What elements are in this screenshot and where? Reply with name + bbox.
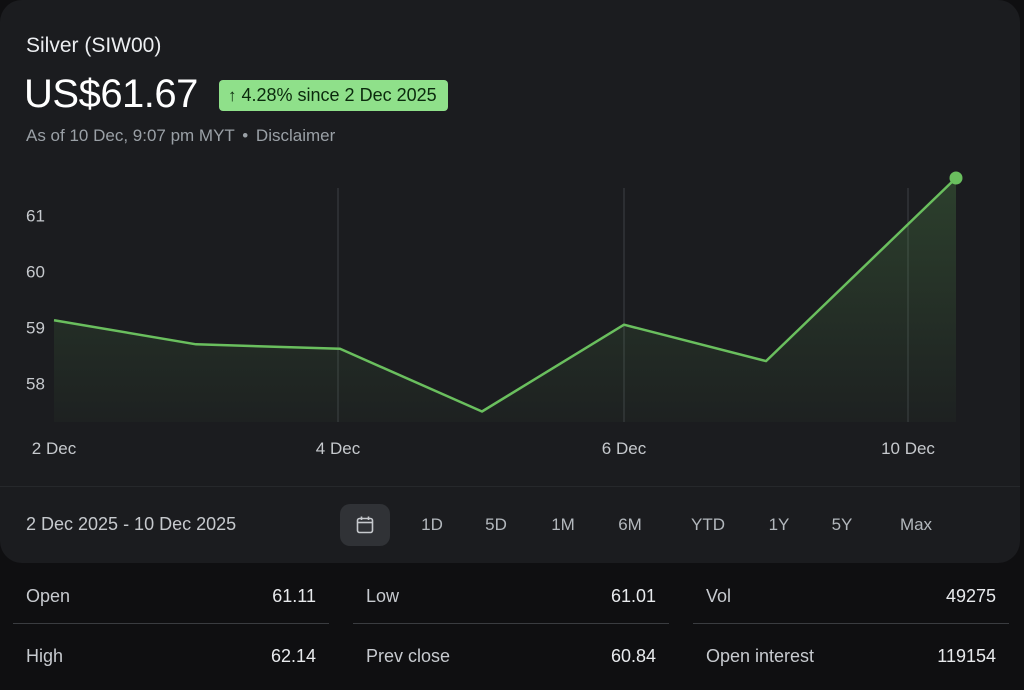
period-button-max[interactable]: Max — [899, 515, 933, 534]
change-text: 4.28% since 2 Dec 2025 — [241, 85, 437, 105]
period-button-5y[interactable]: 5Y — [831, 515, 853, 534]
separator-dot: • — [242, 126, 249, 145]
y-tick-label: 60 — [26, 263, 45, 282]
stat-value: 61.01 — [610, 585, 656, 606]
stat-open: Open 61.11 — [13, 568, 329, 624]
as-of-text: As of 10 Dec, 9:07 pm MYT — [26, 126, 235, 145]
stat-value: 49275 — [945, 585, 996, 606]
stat-label: Open — [26, 585, 71, 606]
date-range-label: 2 Dec 2025 - 10 Dec 2025 — [26, 514, 237, 534]
x-tick-label: 2 Dec — [32, 439, 77, 458]
stat-open-interest: Open interest 119154 — [693, 628, 1009, 684]
calendar-button[interactable] — [340, 504, 390, 546]
stat-divider — [13, 623, 329, 624]
stat-label: Vol — [706, 585, 732, 606]
quote-card: Silver (SIW00) US$61.67 ↑ 4.28% since 2 D… — [0, 0, 1020, 563]
x-tick-label: 6 Dec — [602, 439, 647, 458]
stat-label: Low — [366, 585, 400, 606]
as-of-line: As of 10 Dec, 9:07 pm MYT • Disclaimer — [26, 126, 335, 146]
y-tick-label: 61 — [26, 207, 45, 226]
stat-value: 61.11 — [272, 585, 316, 606]
arrow-up-icon: ↑ — [228, 86, 237, 105]
period-button-1m[interactable]: 1M — [551, 515, 575, 534]
instrument-title: Silver (SIW00) — [26, 34, 162, 57]
stat-value: 60.84 — [610, 645, 656, 666]
area-fill — [54, 177, 956, 422]
change-badge: ↑ 4.28% since 2 Dec 2025 — [219, 80, 448, 111]
period-button-5d[interactable]: 5D — [485, 515, 507, 534]
stat-value: 62.14 — [270, 645, 316, 666]
stat-divider — [353, 623, 669, 624]
end-point-marker — [949, 171, 963, 185]
disclaimer-link[interactable]: Disclaimer — [255, 126, 336, 145]
stats-grid: Open 61.11 High 62.14 Low 61.01 Prev clo… — [0, 568, 1024, 690]
stat-value: 119154 — [937, 645, 996, 666]
period-button-1y[interactable]: 1Y — [768, 515, 790, 534]
stat-label: Prev close — [366, 645, 451, 666]
stat-label: High — [26, 645, 64, 666]
current-price: US$61.67 — [24, 72, 198, 116]
calendar-icon — [356, 516, 374, 534]
price-chart[interactable]: 61 60 59 58 2 Dec 4 Dec 6 Dec 10 Dec — [0, 160, 1020, 470]
stat-divider — [693, 623, 1009, 624]
stat-vol: Vol 49275 — [693, 568, 1009, 624]
x-tick-label: 10 Dec — [881, 439, 935, 458]
stat-prev-close: Prev close 60.84 — [353, 628, 669, 684]
chart-divider — [0, 486, 1020, 487]
y-tick-label: 59 — [26, 319, 45, 338]
stat-high: High 62.14 — [13, 628, 329, 684]
x-tick-label: 4 Dec — [316, 439, 361, 458]
y-tick-label: 58 — [26, 375, 45, 394]
stat-label: Open interest — [706, 645, 815, 666]
series-line — [53, 177, 957, 413]
period-button-1d[interactable]: 1D — [421, 515, 443, 534]
stat-low: Low 61.01 — [353, 568, 669, 624]
period-button-6m[interactable]: 6M — [618, 515, 642, 534]
period-button-ytd[interactable]: YTD — [691, 515, 725, 534]
